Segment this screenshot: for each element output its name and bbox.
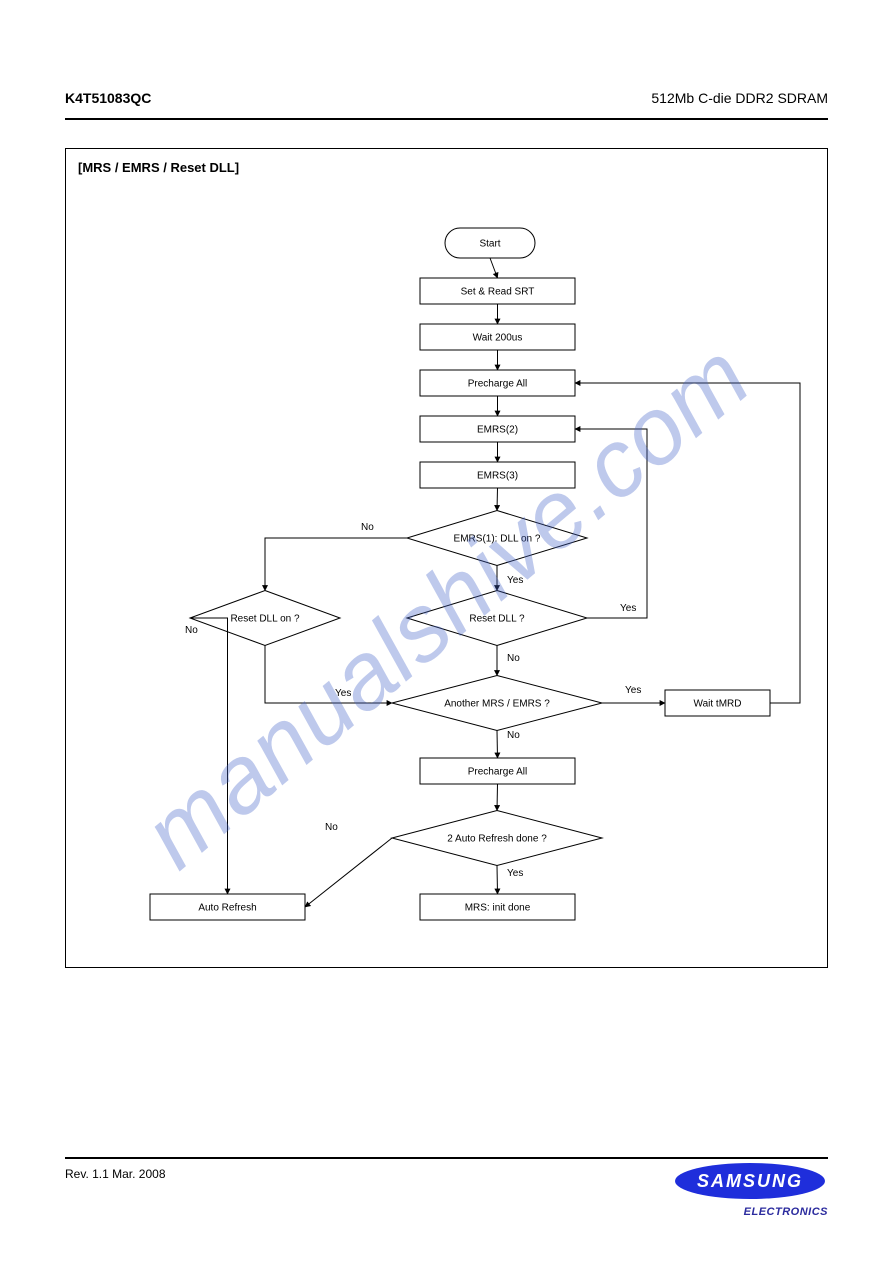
svg-text:Wait 200us: Wait 200us [473,333,523,344]
page: { "header": { "left": "K4T51083QC", "rig… [0,0,893,1263]
header-left: K4T51083QC [65,90,151,106]
svg-text:Precharge All: Precharge All [468,379,527,390]
svg-text:No: No [507,653,520,664]
node-another_mrs_q: Another MRS / EMRS ? [392,676,602,731]
svg-text:EMRS(3): EMRS(3) [477,471,518,482]
svg-text:No: No [361,522,374,533]
svg-text:EMRS(1): DLL on ?: EMRS(1): DLL on ? [454,534,541,545]
node-set_srt: Set & Read SRT [420,278,575,304]
svg-text:No: No [325,822,338,833]
node-emrs3: EMRS(3) [420,462,575,488]
svg-text:Reset DLL on ?: Reset DLL on ? [230,614,300,625]
node-wait_200us: Wait 200us [420,324,575,350]
svg-text:Another MRS / EMRS ?: Another MRS / EMRS ? [444,699,550,710]
samsung-logo-svg: SAMSUNG [673,1161,828,1201]
footer-rule [65,1157,828,1159]
node-start: Start [445,228,535,258]
logo-text: SAMSUNG [697,1171,803,1191]
logo-subtext: ELECTRONICS [648,1206,828,1218]
svg-text:Yes: Yes [507,575,523,586]
svg-text:Yes: Yes [620,603,636,614]
node-dll_on_q: EMRS(1): DLL on ? [407,511,587,566]
svg-text:Start: Start [479,239,500,250]
svg-text:No: No [185,625,198,636]
node-wait_tmrd: Wait tMRD [665,690,770,716]
node-mrs_init: MRS: init done [420,894,575,920]
svg-text:2 Auto Refresh done ?: 2 Auto Refresh done ? [447,834,547,845]
svg-text:Set & Read SRT: Set & Read SRT [461,287,535,298]
svg-text:Yes: Yes [335,688,351,699]
brand-logo: SAMSUNG ELECTRONICS [648,1161,828,1218]
header-rule [65,118,828,120]
svg-text:MRS: init done: MRS: init done [465,903,531,914]
node-precharge_all: Precharge All [420,370,575,396]
svg-text:Auto Refresh: Auto Refresh [198,903,256,914]
svg-text:Yes: Yes [625,685,641,696]
node-emrs2: EMRS(2) [420,416,575,442]
node-refresh_q: 2 Auto Refresh done ? [392,811,602,866]
header-right: 512Mb C-die DDR2 SDRAM [651,90,828,106]
node-auto_refresh: Auto Refresh [150,894,305,920]
node-precharge_all2: Precharge All [420,758,575,784]
svg-text:No: No [507,730,520,741]
svg-text:Yes: Yes [507,868,523,879]
svg-text:EMRS(2): EMRS(2) [477,425,518,436]
svg-text:Wait tMRD: Wait tMRD [694,699,742,710]
svg-text:Precharge All: Precharge All [468,767,527,778]
footer-left: Rev. 1.1 Mar. 2008 [65,1167,166,1181]
node-dll_reset_q: Reset DLL ? [407,591,587,646]
flowchart-svg: Start Set & Read SRT Wait 200us Precharge A… [65,148,828,968]
svg-text:Reset DLL ?: Reset DLL ? [469,614,525,625]
